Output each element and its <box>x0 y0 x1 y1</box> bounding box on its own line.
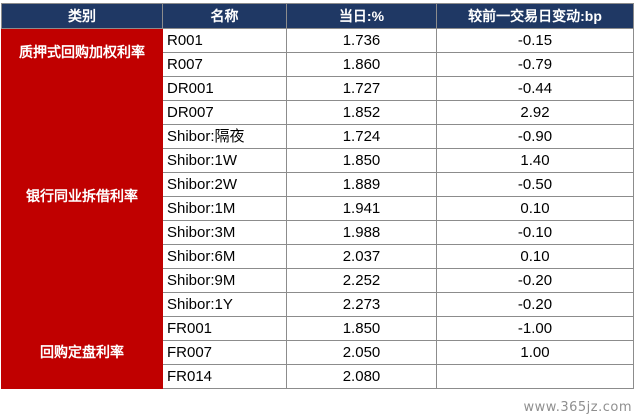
rate-value-cell: 2.273 <box>286 292 437 317</box>
rate-name-cell: Shibor:1M <box>162 196 287 221</box>
rate-value-cell: 2.037 <box>286 244 437 269</box>
table-row: Shibor:6M 2.037 0.10 <box>2 244 634 269</box>
rate-name-cell: Shibor:1W <box>162 148 287 173</box>
rate-change-cell: 2.92 <box>436 100 634 125</box>
table-row: Shibor:9M 2.252 -0.20 <box>2 268 634 293</box>
rate-name-cell: R007 <box>162 52 287 77</box>
rate-change-cell: -0.79 <box>436 52 634 77</box>
table-row: Shibor:隔夜 1.724 -0.90 <box>2 124 634 149</box>
table-row: FR007 2.050 1.00 <box>2 340 634 365</box>
rate-change-cell: -1.00 <box>436 316 634 341</box>
rate-name-cell: FR001 <box>162 316 287 341</box>
rate-name-cell: Shibor:9M <box>162 268 287 293</box>
category-cell: 回购定盘利率 <box>1 316 163 389</box>
rate-change-cell: 1.00 <box>436 340 634 365</box>
rate-change-cell: -0.90 <box>436 124 634 149</box>
table-row: Shibor:1M 1.941 0.10 <box>2 196 634 221</box>
interest-rate-table: 类别 名称 当日:% 较前一交易日变动:bp 质押式回购加权利率 R001 1.73… <box>1 3 634 389</box>
table-row: DR007 1.852 2.92 <box>2 100 634 125</box>
rate-name-cell: DR001 <box>162 76 287 101</box>
rate-value-cell: 2.252 <box>286 268 437 293</box>
category-cell: 质押式回购加权利率 <box>1 28 163 77</box>
table-row: Shibor:2W 1.889 -0.50 <box>2 172 634 197</box>
header-change-bp: 较前一交易日变动:bp <box>436 3 634 29</box>
table-body: 质押式回购加权利率 R001 1.736 -0.15 R007 1.860 -0.79 银行同… <box>1 28 634 389</box>
rate-value-cell: 1.889 <box>286 172 437 197</box>
rate-change-cell: 0.10 <box>436 244 634 269</box>
table-header-row: 类别 名称 当日:% 较前一交易日变动:bp <box>1 3 634 29</box>
table-row: Shibor:1W 1.850 1.40 <box>2 148 634 173</box>
rate-value-cell: 1.727 <box>286 76 437 101</box>
rate-name-cell: FR014 <box>162 364 287 389</box>
rate-change-cell: -0.20 <box>436 268 634 293</box>
rate-value-cell: 1.850 <box>286 148 437 173</box>
rate-name-cell: R001 <box>162 28 287 53</box>
rate-value-cell: 1.724 <box>286 124 437 149</box>
rate-name-cell: Shibor:2W <box>162 172 287 197</box>
rate-name-cell: Shibor:隔夜 <box>162 124 287 149</box>
rate-change-cell: -0.15 <box>436 28 634 53</box>
header-name: 名称 <box>162 3 287 29</box>
rate-name-cell: FR007 <box>162 340 287 365</box>
table-row: 质押式回购加权利率 R001 1.736 -0.15 <box>1 28 634 77</box>
rate-value-cell: 1.852 <box>286 100 437 125</box>
rate-change-cell: 1.40 <box>436 148 634 173</box>
rate-name-cell: Shibor:1Y <box>162 292 287 317</box>
header-category: 类别 <box>1 3 163 29</box>
rate-name-cell: Shibor:3M <box>162 220 287 245</box>
category-cell: 银行同业拆借利率 <box>1 76 163 317</box>
rate-name-cell: Shibor:6M <box>162 244 287 269</box>
table-row: Shibor:3M 1.988 -0.10 <box>2 220 634 245</box>
table-row: 回购定盘利率 FR001 1.850 -1.00 <box>1 316 634 389</box>
rate-change-cell: -0.10 <box>436 220 634 245</box>
rate-value-cell: 1.850 <box>286 316 437 341</box>
rate-change-cell: -0.44 <box>436 76 634 101</box>
rate-value-cell: 1.988 <box>286 220 437 245</box>
rate-value-cell: 1.941 <box>286 196 437 221</box>
rate-change-cell: -0.50 <box>436 172 634 197</box>
rate-value-cell: 1.736 <box>286 28 437 53</box>
rate-value-cell: 2.050 <box>286 340 437 365</box>
table-row: FR014 2.080 <box>2 364 634 389</box>
rate-change-cell <box>436 364 634 389</box>
table-row: 银行同业拆借利率 DR001 1.727 -0.44 <box>1 76 634 317</box>
rate-change-cell: 0.10 <box>436 196 634 221</box>
site-watermark: www.365jz.com <box>523 400 632 415</box>
table-row: Shibor:1Y 2.273 -0.20 <box>2 292 634 317</box>
rate-change-cell: -0.20 <box>436 292 634 317</box>
header-current-rate: 当日:% <box>286 3 437 29</box>
rate-value-cell: 2.080 <box>286 364 437 389</box>
rate-value-cell: 1.860 <box>286 52 437 77</box>
rate-name-cell: DR007 <box>162 100 287 125</box>
